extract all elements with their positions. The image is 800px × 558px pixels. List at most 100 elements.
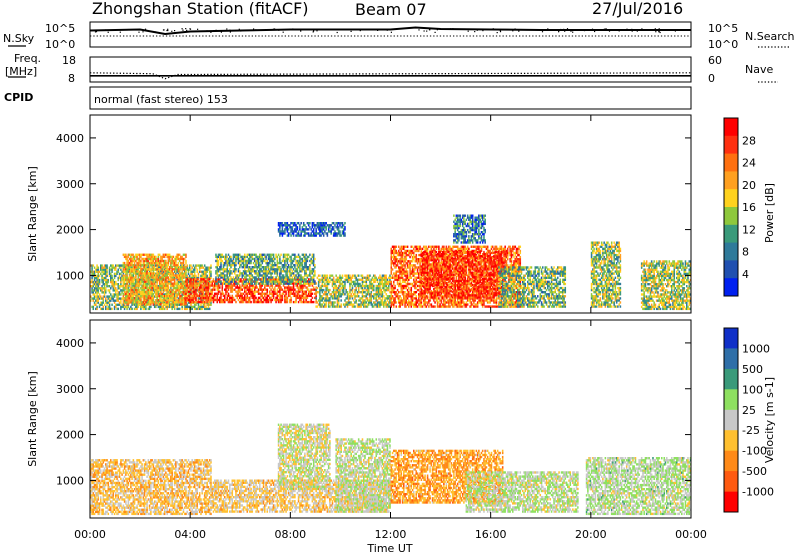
power-cell	[204, 301, 206, 303]
power-cell	[193, 299, 195, 301]
power-cell	[174, 287, 176, 289]
power-cell	[114, 277, 116, 279]
power-cell	[185, 256, 187, 258]
power-cell	[300, 234, 302, 236]
power-cell	[91, 287, 93, 289]
power-cell	[185, 272, 187, 274]
power-cell	[299, 228, 301, 230]
power-cell	[267, 293, 269, 295]
power-cell	[297, 228, 299, 230]
power-cell	[220, 264, 222, 266]
nsky-point	[210, 32, 211, 33]
nsky-point	[292, 28, 293, 29]
power-cell	[209, 301, 211, 303]
power-cell	[287, 299, 289, 301]
power-cell	[239, 274, 241, 276]
power-cell	[194, 271, 196, 273]
power-cell	[309, 222, 311, 224]
power-cell	[120, 293, 122, 295]
power-cell	[96, 264, 98, 266]
power-cell	[278, 254, 280, 256]
power-cell	[140, 262, 142, 264]
power-cell	[295, 299, 297, 301]
power-cell	[368, 291, 370, 293]
nsky-point	[601, 29, 602, 30]
power-cell	[297, 268, 299, 270]
power-cell	[99, 271, 101, 273]
power-cell	[329, 289, 331, 291]
power-cell	[164, 289, 166, 291]
nsky-point	[500, 31, 501, 32]
power-cell	[196, 271, 198, 273]
power-cell	[268, 278, 270, 280]
power-cell	[110, 287, 112, 289]
power-cell	[210, 304, 212, 306]
power-cell	[103, 306, 105, 308]
nsky-point	[631, 29, 632, 30]
power-cell	[208, 289, 210, 291]
power-cell	[156, 264, 158, 266]
power-cell	[193, 264, 195, 266]
power-cell	[131, 274, 133, 276]
nsky-point	[619, 30, 620, 31]
power-cell	[344, 228, 346, 230]
cpid-label: CPID	[4, 91, 33, 104]
power-cell	[319, 281, 321, 283]
power-cell	[340, 299, 342, 301]
nsky-point	[377, 30, 378, 31]
nsky-point	[316, 30, 317, 31]
nsky-point	[679, 29, 680, 30]
power-cell	[220, 295, 222, 297]
power-cell	[153, 266, 155, 268]
power-cell	[277, 293, 279, 295]
nsky-point	[650, 30, 651, 31]
power-cell	[136, 299, 138, 301]
power-cell	[224, 301, 226, 303]
freq-tick-high: 18	[62, 54, 76, 67]
nsky-point	[641, 28, 642, 29]
nsky-point	[477, 30, 478, 31]
nsky-point	[185, 28, 186, 29]
power-cell	[265, 256, 267, 258]
date-title: 27/Jul/2016	[592, 0, 683, 18]
nsky-point	[297, 29, 298, 30]
nsky-point	[189, 28, 190, 29]
power-cell	[249, 299, 251, 301]
power-cell	[344, 283, 346, 285]
power-cell	[328, 283, 330, 285]
power-cell	[295, 278, 297, 280]
nsky-point	[167, 29, 168, 30]
power-cell	[242, 289, 244, 291]
power-cell	[212, 293, 214, 295]
power-cell	[243, 301, 245, 303]
power-cell	[298, 272, 300, 274]
nsky-point	[108, 32, 109, 33]
power-cell	[245, 272, 247, 274]
power-cell	[234, 299, 236, 301]
nsky-point	[239, 29, 240, 30]
power-cell	[179, 254, 181, 256]
power-cell	[220, 281, 222, 283]
power-cell	[354, 281, 356, 283]
power-cell	[190, 304, 192, 306]
power-cell	[287, 256, 289, 258]
power-cell	[295, 301, 297, 303]
nsky-point	[215, 30, 216, 31]
power-cell	[160, 262, 162, 264]
power-cell	[287, 272, 289, 274]
power-cell	[354, 275, 356, 277]
power-cell	[313, 254, 315, 256]
nsky-point	[518, 31, 519, 32]
power-cell	[94, 293, 96, 295]
power-cell	[136, 256, 138, 258]
nsky-point	[482, 30, 483, 31]
nsky-point	[609, 31, 610, 32]
nsky-point	[494, 29, 495, 30]
power-cell	[217, 301, 219, 303]
power-cell	[126, 272, 128, 274]
power-cell	[228, 289, 230, 291]
power-cell	[315, 293, 317, 295]
power-cell	[308, 232, 310, 234]
power-cell	[234, 272, 236, 274]
nsky-point	[468, 31, 469, 32]
